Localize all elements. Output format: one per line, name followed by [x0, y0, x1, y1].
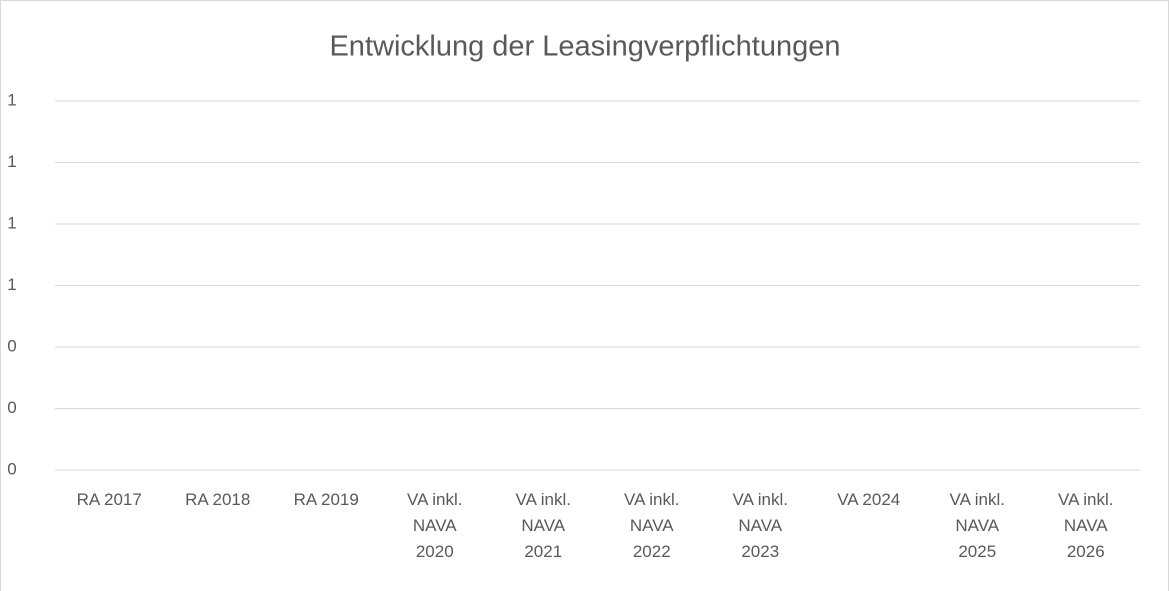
x-tick-label: VA inkl. NAVA 2023	[732, 490, 788, 561]
y-tick-label: 1	[7, 213, 16, 232]
y-tick-label: 0	[7, 336, 16, 355]
x-tick-label: VA inkl. NAVA 2022	[624, 490, 680, 561]
x-tick-label: VA inkl. NAVA 2020	[407, 490, 463, 561]
y-tick-label: 0	[7, 459, 16, 478]
x-tick-label: VA 2024	[837, 490, 901, 509]
y-tick-label: 1	[7, 152, 16, 171]
chart-title: Entwicklung der Leasingverpflichtungen	[329, 31, 840, 63]
x-tick-label: VA inkl. NAVA 2025	[949, 490, 1005, 561]
y-tick-label: 1	[7, 275, 16, 294]
x-tick-label: VA inkl. NAVA 2026	[1058, 490, 1114, 561]
x-tick-label: RA 2019	[293, 490, 359, 509]
y-tick-label: 1	[7, 90, 16, 109]
x-tick-label: VA inkl. NAVA 2021	[515, 490, 571, 561]
x-tick-label: RA 2017	[76, 490, 142, 509]
x-tick-label: RA 2018	[185, 490, 251, 509]
y-tick-label: 0	[7, 398, 16, 417]
